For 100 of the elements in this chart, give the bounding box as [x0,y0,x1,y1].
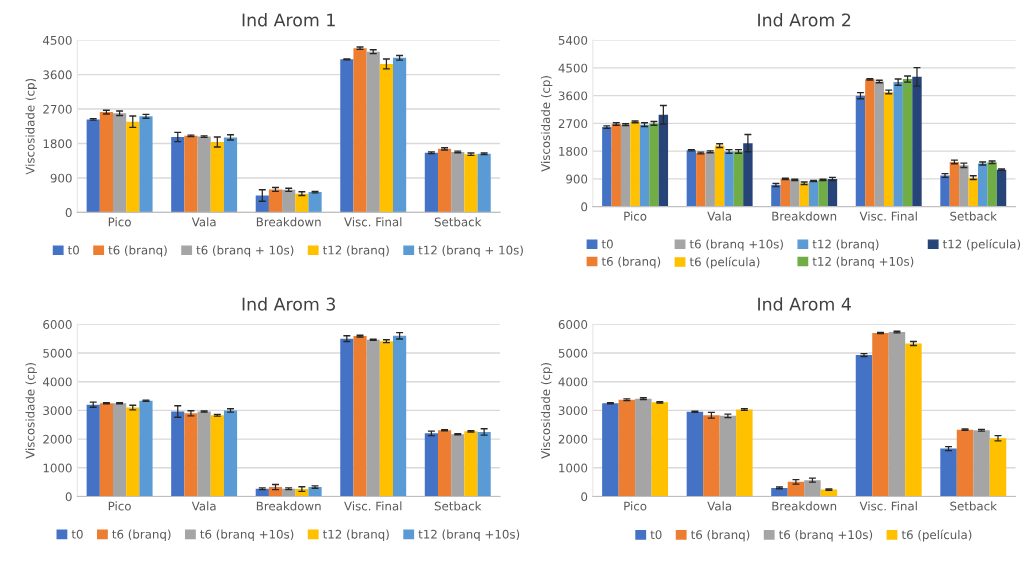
bar [703,415,720,497]
x-tick-label: Setback [434,501,482,511]
bar [977,163,988,207]
bar [113,403,127,497]
bar [855,95,866,207]
bar [989,438,1007,497]
bar [884,91,894,207]
x-tick-label: Vala [707,211,732,221]
y-tick-label: 0 [581,202,588,212]
bar [787,481,805,497]
y-tick-label: 2000 [43,434,72,444]
x-tick-label: Vala [191,217,216,227]
y-tick-label: 4500 [43,35,72,45]
x-tick-label: Visc. Final [859,211,917,221]
y-tick-label: 2700 [558,119,588,129]
bar [905,343,922,497]
bar [393,335,407,497]
bar [464,431,478,497]
y-tick-label: 0 [65,208,72,218]
legend-label: t12 (película) [942,238,1021,251]
y-tick-label: 5000 [43,348,72,358]
bar [686,411,704,497]
y-tick-label: 1000 [559,463,588,473]
bar [973,430,990,497]
bar [888,332,906,497]
bar [630,121,640,207]
bar [424,433,438,497]
legend-label: t12 (branq) [322,245,389,257]
chart-title: Ind Arom 4 [758,297,851,311]
legend-label: t0 [650,530,662,540]
bar [818,179,828,207]
x-tick-label: Breakdown [772,211,837,221]
y-tick-label: 6000 [43,320,72,329]
y-tick-label: 4500 [558,63,588,73]
bar [736,409,753,497]
legend-label: t6 (branq + 10s) [196,245,294,257]
bar [872,332,889,497]
legend-label: t6 (branq) [112,529,171,541]
bar [635,398,652,497]
bar [477,431,491,497]
bar [86,404,100,497]
bar [804,480,821,497]
legend-label: t12 (branq +10s) [812,256,914,269]
x-tick-label: Setback [434,217,482,227]
y-tick-label: 900 [566,174,588,184]
bar [437,148,452,213]
bar [99,403,113,497]
x-tick-label: Vala [191,501,216,511]
bar [477,153,491,213]
bar [651,402,669,497]
x-tick-label: Pico [108,501,131,511]
x-tick-label: Visc. Final [344,217,402,227]
bar [940,175,950,207]
bar [618,399,636,497]
x-tick-label: Vala [707,501,732,511]
bar [451,151,465,213]
bar [956,429,974,497]
bar [464,154,478,213]
y-tick-label: 3000 [43,406,72,416]
legend-label: t6 (branq) [690,529,750,542]
bar [255,195,269,213]
bar [223,410,238,497]
bar [724,151,734,207]
bar [987,162,997,207]
y-tick-label: 2700 [43,104,72,114]
y-tick-label: 4000 [43,377,72,387]
bar [639,124,650,207]
bar [139,116,153,213]
x-tick-label: Visc. Final [344,501,402,511]
bar [790,179,800,207]
bar [171,411,185,497]
bar [86,119,100,213]
bar [949,161,960,207]
bar [602,403,619,497]
legend-label: t0 [601,239,613,249]
x-tick-label: Setback [950,211,997,221]
chart-title: Ind Arom 2 [758,13,851,27]
bar [799,183,809,207]
bar [719,415,737,497]
bar [184,413,198,497]
bar [940,448,957,497]
y-tick-label: 6000 [558,320,588,329]
bar [658,114,669,207]
legend-label: t6 (película) [689,256,760,269]
legend-label: t6 (branq) [108,245,167,257]
bar [771,487,788,497]
legend-label: t6 (branq +10s) [778,529,873,542]
bar [855,355,873,497]
y-tick-label: 2000 [558,434,588,444]
x-tick-label: Breakdown [256,501,321,511]
bar [968,177,978,207]
bar [366,339,380,497]
bar [308,487,322,497]
bar [379,63,393,213]
legend-label: t6 (branq) [601,256,661,269]
y-tick-label: 4000 [558,377,588,387]
y-tick-label: 3600 [558,91,588,101]
legend-label: t6 (branq +10s) [689,239,783,251]
x-tick-label: Breakdown [256,217,321,227]
bar [126,407,140,497]
